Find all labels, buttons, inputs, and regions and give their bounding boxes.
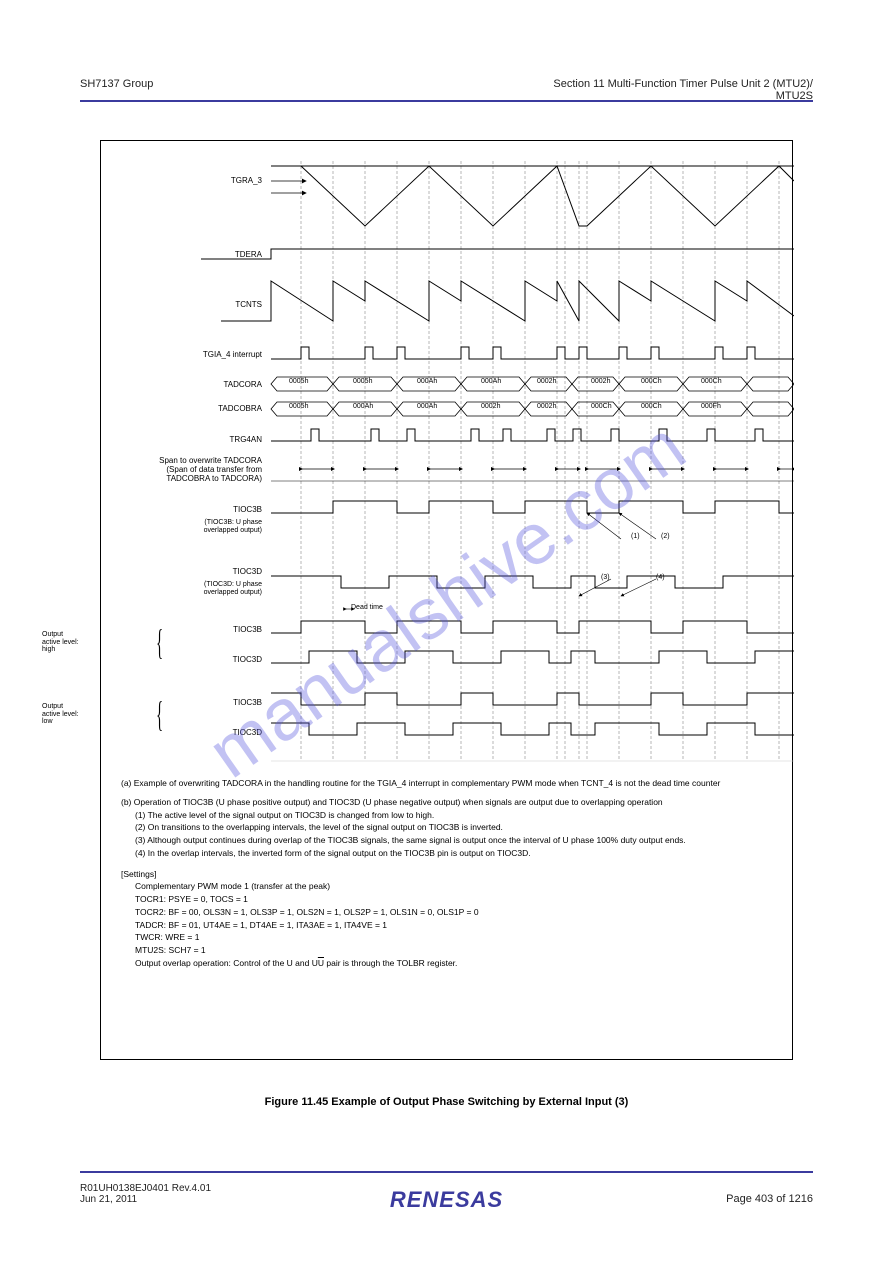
fn-s7: Output overlap operation: Control of the… [121,957,772,970]
fn-b2: (2) On transitions to the overlapping in… [121,821,772,834]
fn-s2: TOCR1: PSYE = 0, TOCS = 1 [121,893,772,906]
figure-caption: Figure 11.45 Example of Output Phase Swi… [0,1096,893,1108]
fn-s5: TWCR: WRE = 1 [121,931,772,944]
date-txt: Jun 21, 2011 [80,1194,137,1205]
fn-s1: Complementary PWM mode 1 (transfer at th… [121,880,772,893]
fn-s4: TADCR: BF = 01, UT4AE = 1, DT4AE = 1, IT… [121,919,772,932]
fn-b1: (1) The active level of the signal outpu… [121,809,772,822]
fn-settings: [Settings] [121,868,772,881]
fn-b3: (3) Although output continues during ove… [121,834,772,847]
fn-s7-suf: pair is through the TOLBR register. [324,958,457,968]
fn-s6: MTU2S: SCH7 = 1 [121,944,772,957]
rule-top [80,100,813,102]
fn-s7-pre: Output overlap operation: Control of the… [135,958,318,968]
fn-b4: (4) In the overlap intervals, the invert… [121,847,772,860]
footnotes: (a) Example of overwriting TADCORA in th… [121,777,772,970]
rule-bottom [80,1171,813,1173]
header-right: Section 11 Multi-Function Timer Pulse Un… [553,78,813,102]
timing-svg [101,141,794,781]
fn-a: (a) Example of overwriting TADCORA in th… [121,777,772,790]
header-left: SH7137 Group [80,78,153,90]
figure-box: TGRA_3 TDERA TCNTS TGIA_4 interrupt TADC… [100,140,793,1060]
fn-b-intro: (b) Operation of TIOC3B (U phase positiv… [121,796,772,809]
page-code: R01UH0138EJ0401 Rev.4.01 Jun 21, 2011 [80,1183,211,1205]
header-right-1: Section 11 Multi-Function Timer Pulse Un… [553,78,813,90]
fn-s3: TOCR2: BF = 00, OLS3N = 1, OLS3P = 1, OL… [121,906,772,919]
code-txt: R01UH0138EJ0401 Rev.4.01 [80,1183,211,1194]
page-number: Page 403 of 1216 [726,1193,813,1205]
renesas-logo: RENESAS [390,1187,503,1213]
